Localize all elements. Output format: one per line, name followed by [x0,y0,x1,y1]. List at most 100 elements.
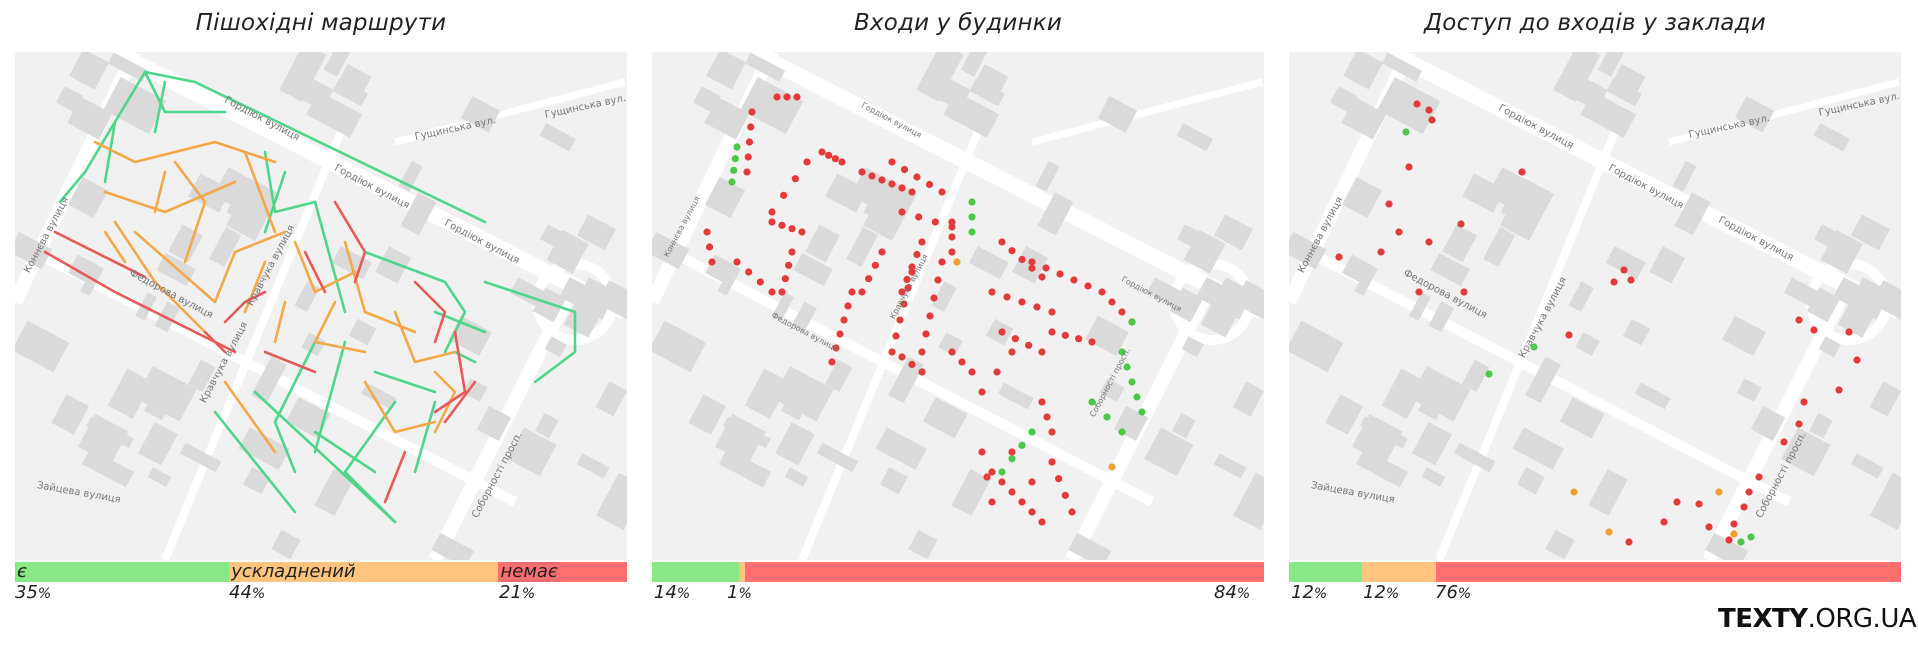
building [1869,381,1901,417]
building [400,192,437,236]
entrance-dot [931,218,939,226]
building [78,413,129,465]
entrance-dot [1138,408,1146,416]
route-segment [343,240,417,334]
route-segment [313,340,347,454]
building [1144,427,1194,477]
entrance-dot [1008,488,1016,496]
building [1588,468,1628,516]
building [784,467,809,487]
entrance-dot [926,312,934,320]
entrance-dot [733,143,741,151]
building [1808,412,1833,439]
building [1181,336,1204,358]
building [975,64,1009,95]
entrance-dot [1008,455,1016,463]
entrance-dot [898,208,906,216]
route-segment [273,300,287,344]
building [1612,64,1646,95]
road [748,52,1264,320]
entrance-dot [871,261,879,269]
entrance-dot [781,275,789,283]
entrance-dot [915,213,923,221]
facility-dot [1747,533,1755,541]
building [875,427,927,470]
entrance-dot [1038,273,1046,281]
building [314,468,354,516]
building [559,276,613,320]
facility-dot [1610,278,1618,286]
building [338,64,372,95]
facility-dot [1660,518,1668,526]
entrance-dot [1108,463,1116,471]
facility-dot [1715,488,1723,496]
legend-segment-yes [1289,562,1363,582]
entrance-dot [1043,413,1051,421]
building [688,394,727,435]
building [1428,301,1454,333]
entrance-dot [948,233,956,241]
percent-label: 35% [15,582,52,603]
facility-dot [1755,473,1763,481]
legend-segment-complicated [738,562,745,582]
building [1833,276,1887,320]
building [1705,532,1749,560]
building [922,397,968,439]
building [147,467,172,487]
entrance-dot [953,258,961,266]
facility-dot [1395,228,1403,236]
entrance-dot [913,250,921,259]
entrance-dot [778,288,786,296]
building [1381,52,1423,82]
route-segment [58,170,87,204]
building [951,468,991,516]
building [960,52,988,77]
route-segment [53,230,147,279]
route-segment [433,370,457,434]
building [348,318,377,346]
entrance-dot [840,316,848,324]
entrance-dot [744,153,752,161]
road [111,52,627,320]
building [431,532,475,560]
entrance-dot [730,166,738,174]
panel-title: Пішохідні маршрути [195,10,447,36]
entrance-dot [998,328,1006,336]
route-segment [253,390,397,524]
entrance-dot [1033,303,1041,311]
entrance-dot [1084,282,1092,290]
entrance-dot [728,178,736,186]
road [394,78,626,146]
entrance-dot [1103,413,1111,421]
map: Гордіюк вулиця Гордіюк вулиця Гордіюк ву… [15,52,627,560]
building [824,359,853,392]
route-segment [373,370,437,394]
entrance-dot [705,243,714,251]
map-basemap [15,52,627,560]
entrance-dot [703,228,711,236]
entrance-dot [1028,428,1036,436]
legend-bar [652,562,1264,582]
building [135,365,197,422]
building [138,421,178,466]
entrance-dot [1098,288,1106,296]
entrance-dot [868,172,876,180]
building [1483,227,1516,267]
route-segment [263,150,317,214]
entrance-dot [888,348,896,356]
legend-segment-complicated: ускладнений [229,561,499,582]
building [997,382,1034,410]
building [1575,332,1600,356]
building [507,427,557,477]
entrance-dot [918,348,926,356]
building [652,320,707,373]
facility-dot [1740,503,1748,511]
facility-dot [1402,128,1410,136]
entrance-dot [1088,398,1096,406]
entrance-dot [892,332,900,340]
route-segment [153,170,167,214]
building [539,123,576,152]
building [1442,224,1477,263]
entrance-dot [1056,270,1064,278]
building [1545,529,1575,560]
